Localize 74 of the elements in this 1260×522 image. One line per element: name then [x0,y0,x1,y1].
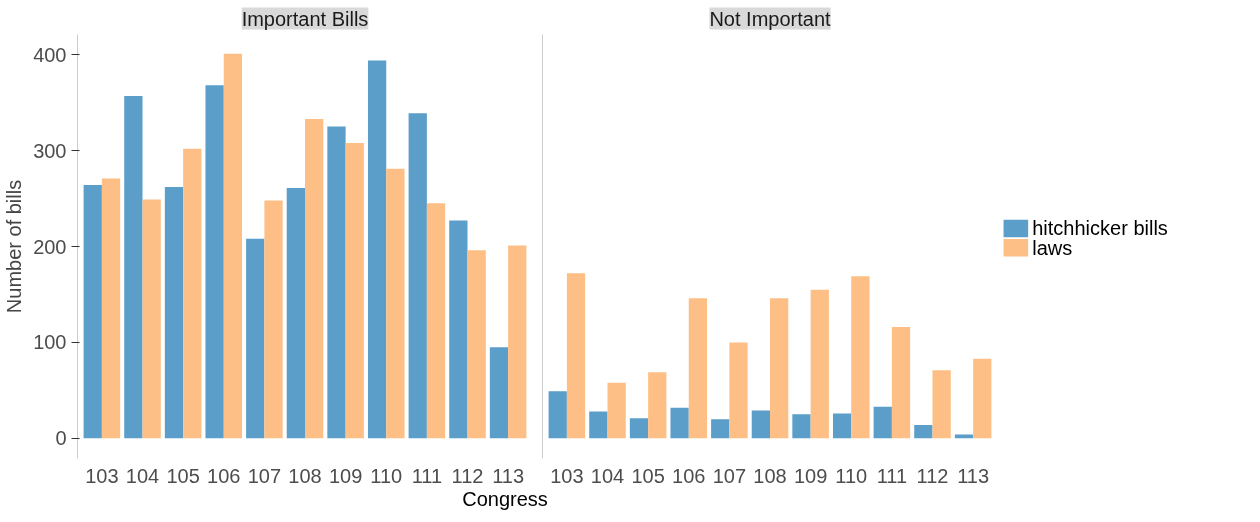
bar [566,273,586,439]
chart-title: Not Important [709,7,832,30]
bar [142,199,161,439]
bar [589,411,608,439]
x-tick-label: 110 [835,464,868,487]
bar [810,289,829,439]
bar [873,406,892,439]
bar [548,391,567,439]
bar [246,238,265,439]
x-tick-label: 112 [451,464,484,487]
bar [792,414,811,439]
bar [770,298,789,439]
y-tick-label: 400 [33,43,67,66]
x-tick-label: 104 [590,464,625,487]
bar [711,419,730,439]
bar [101,178,121,439]
y-tick-label: 300 [33,139,67,162]
x-tick-label: 103 [85,464,119,487]
y-tick-label: 200 [33,235,67,258]
bar [932,370,951,439]
bar [914,424,933,439]
x-tick-label: 103 [550,464,584,487]
bar [670,407,689,439]
bar [305,118,324,439]
x-tick-label: 112 [916,464,949,487]
bar [83,185,102,439]
chart-title: Important Bills [241,7,369,30]
bar [205,85,224,439]
x-tick-label: 113 [492,464,525,487]
bar [183,148,202,439]
x-tick-label: 107 [712,464,747,487]
bar [891,327,911,439]
x-tick-label: 105 [631,464,665,487]
x-tick-label: 113 [957,464,990,487]
bar [327,126,346,439]
bar [648,372,667,439]
bar [729,342,748,439]
x-tick-label: 109 [793,464,828,487]
bar [688,298,708,439]
bar [408,113,427,439]
bar [386,168,405,439]
bar [851,276,870,439]
x-tick-label: 111 [411,464,443,487]
y-tick-label: 100 [33,331,67,354]
bar [973,358,992,439]
bar [367,60,387,439]
bar [467,250,486,439]
x-tick-label: 110 [370,464,403,487]
x-axis-title: Congress [462,488,548,510]
x-tick-label: 106 [672,464,706,487]
x-tick-label: 108 [288,464,322,487]
bar [426,203,446,439]
bar [508,245,527,439]
x-tick-label: 109 [328,464,363,487]
bar [286,187,305,439]
bar [449,220,468,439]
bar [264,200,283,439]
bar [345,142,364,439]
bar [164,187,184,439]
bar [751,410,770,439]
bar [124,95,143,439]
x-tick-label: 105 [166,464,200,487]
x-tick-label: 106 [207,464,241,487]
y-tick-label: 0 [55,427,67,450]
x-tick-label: 104 [125,464,160,487]
x-tick-label: 111 [876,464,908,487]
bar [223,53,243,439]
bar [607,382,626,439]
bar [832,413,852,439]
x-tick-label: 107 [247,464,282,487]
bar [489,347,509,439]
bar [629,418,649,439]
y-axis-title: Number of bills [3,179,26,314]
x-tick-label: 108 [753,464,787,487]
